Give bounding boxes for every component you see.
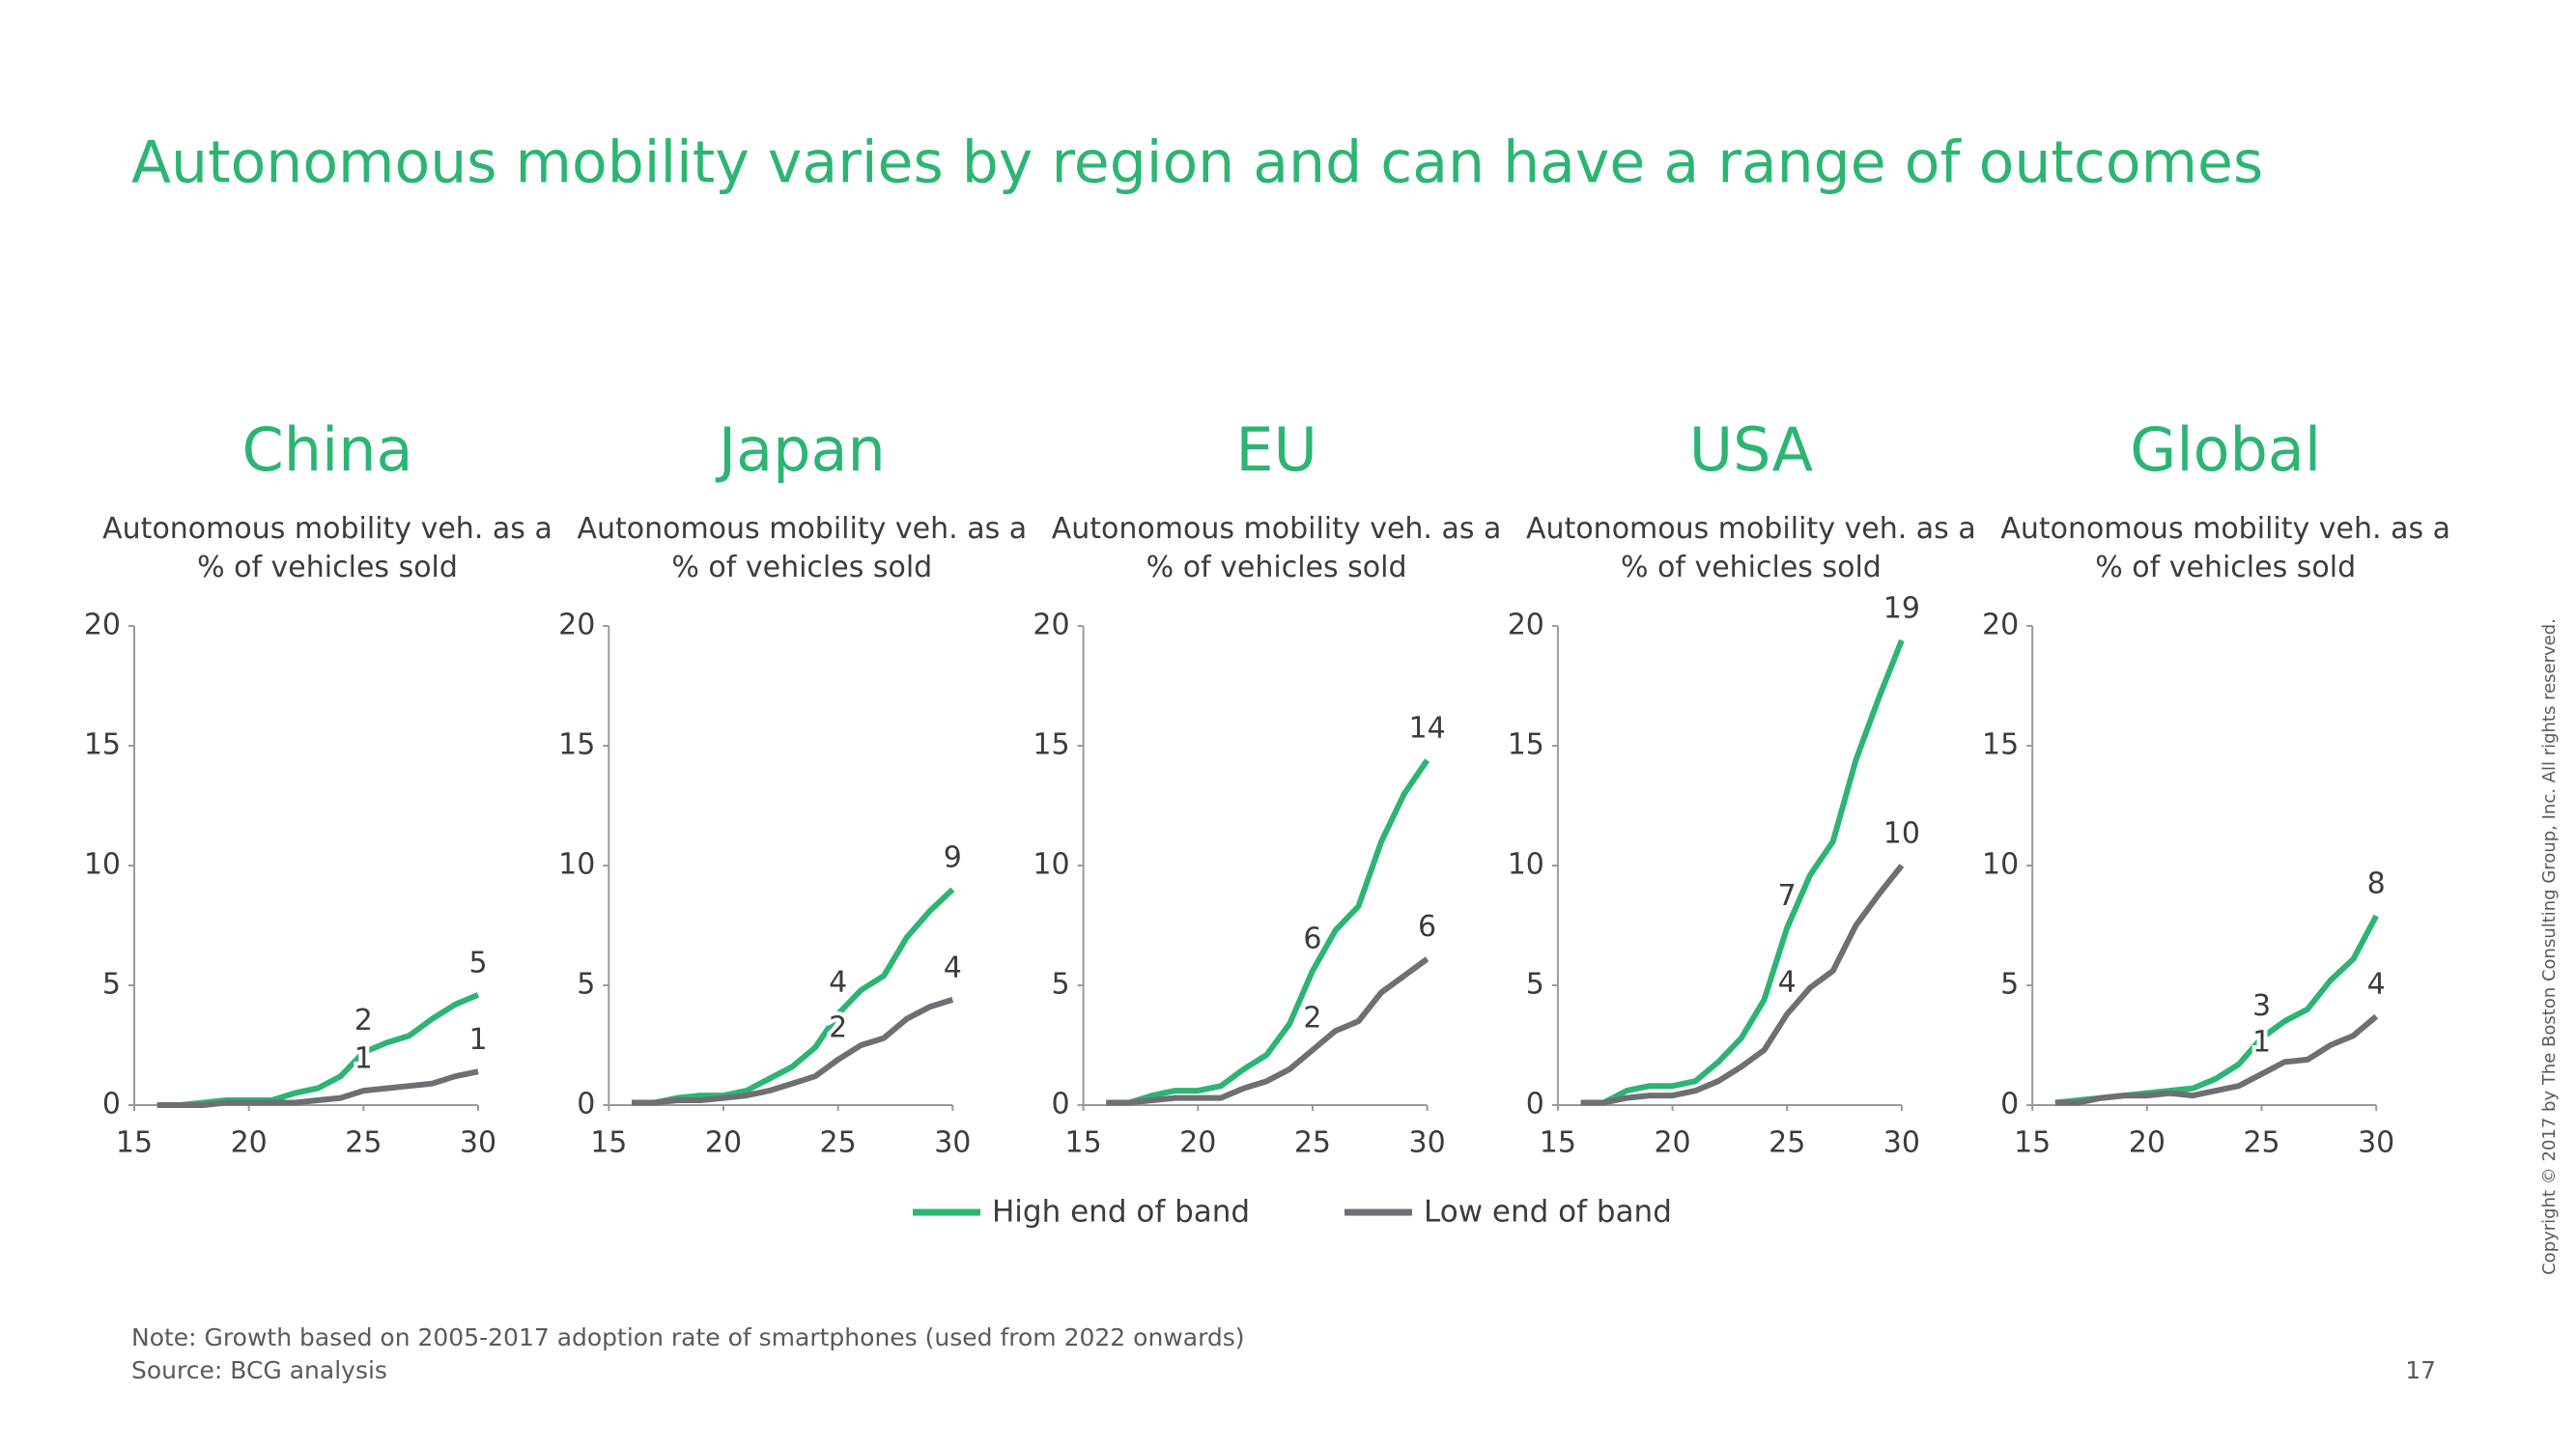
source: Source: BCG analysis xyxy=(131,1356,387,1384)
y-tick-label: 20 xyxy=(84,609,121,642)
data-label: 3 xyxy=(2252,989,2271,1023)
series-line xyxy=(632,887,955,1106)
series-line xyxy=(632,997,954,1106)
series-line xyxy=(1106,758,1430,1106)
y-tick-label: 15 xyxy=(84,728,121,762)
data-label: 5 xyxy=(468,946,487,980)
x-tick-label: 30 xyxy=(460,1126,496,1160)
y-tick-label: 10 xyxy=(1033,848,1069,882)
y-tick-label: 0 xyxy=(577,1088,595,1122)
data-label: 4 xyxy=(829,965,847,999)
y-tick-label: 20 xyxy=(1982,609,2019,642)
chart-title: EU xyxy=(1235,414,1317,485)
series-line xyxy=(156,992,480,1108)
slide-title: Autonomous mobility varies by region and… xyxy=(131,129,2263,197)
x-tick-label: 30 xyxy=(1409,1126,1446,1160)
x-tick-label: 25 xyxy=(345,1126,382,1160)
x-tick-label: 15 xyxy=(1540,1126,1576,1160)
data-label: 6 xyxy=(1303,923,1321,956)
series-line xyxy=(1106,956,1430,1106)
y-tick-label: 10 xyxy=(1508,848,1544,882)
x-tick-label: 30 xyxy=(2358,1126,2394,1160)
data-label: 1 xyxy=(468,1023,487,1057)
data-label: 1 xyxy=(354,1042,373,1076)
data-label: 19 xyxy=(1883,591,1920,625)
data-label: 6 xyxy=(1418,910,1436,944)
chart-subtitle: Autonomous mobility veh. as a % of vehic… xyxy=(577,512,1028,584)
data-label: 4 xyxy=(1778,965,1797,999)
series-line xyxy=(2054,1013,2379,1106)
chart-subtitle: Autonomous mobility veh. as a % of vehic… xyxy=(102,512,552,584)
x-tick-label: 30 xyxy=(934,1126,971,1160)
x-tick-label: 15 xyxy=(1065,1126,1102,1160)
data-label: 4 xyxy=(944,951,962,984)
data-label: 4 xyxy=(2367,968,2386,1002)
y-tick-label: 5 xyxy=(102,968,121,1002)
copyright: Copyright © 2017 by The Boston Consultin… xyxy=(2539,618,2560,1275)
x-tick-label: 20 xyxy=(705,1126,742,1160)
y-tick-label: 15 xyxy=(558,728,595,762)
x-tick-label: 15 xyxy=(116,1126,153,1160)
x-tick-label: 25 xyxy=(2243,1126,2279,1160)
y-tick-label: 0 xyxy=(1526,1088,1544,1122)
y-tick-label: 20 xyxy=(1508,609,1544,642)
x-tick-label: 20 xyxy=(2129,1126,2166,1160)
legend-label: Low end of band xyxy=(1424,1195,1672,1230)
x-tick-label: 15 xyxy=(590,1126,627,1160)
y-tick-label: 20 xyxy=(1033,609,1069,642)
y-tick-label: 5 xyxy=(1526,968,1544,1002)
data-label: 2 xyxy=(354,1004,373,1037)
data-label: 2 xyxy=(829,1010,847,1044)
y-tick-label: 0 xyxy=(102,1088,121,1122)
x-tick-label: 20 xyxy=(231,1126,268,1160)
page-number: 17 xyxy=(2405,1356,2436,1384)
y-tick-label: 5 xyxy=(1052,968,1070,1002)
x-tick-label: 25 xyxy=(1294,1126,1331,1160)
data-label: 8 xyxy=(2367,867,2386,901)
y-tick-label: 15 xyxy=(1982,728,2019,762)
chart-title: Global xyxy=(2130,414,2321,485)
y-tick-label: 5 xyxy=(2000,968,2019,1002)
legend-label: High end of band xyxy=(992,1195,1250,1230)
y-tick-label: 10 xyxy=(558,848,595,882)
data-label: 9 xyxy=(944,840,962,874)
chart-title: USA xyxy=(1689,414,1813,485)
series-line xyxy=(1580,864,1905,1106)
series-line xyxy=(1580,639,1905,1106)
x-tick-label: 20 xyxy=(1654,1126,1690,1160)
note: Note: Growth based on 2005-2017 adoption… xyxy=(131,1323,1245,1351)
data-label: 1 xyxy=(2252,1025,2271,1059)
chart-subtitle: Autonomous mobility veh. as a % of vehic… xyxy=(2000,512,2451,584)
chart-subtitle: Autonomous mobility veh. as a % of vehic… xyxy=(1051,512,1502,584)
y-tick-label: 10 xyxy=(1982,848,2019,882)
data-label: 7 xyxy=(1778,879,1797,913)
chart-title: Japan xyxy=(715,414,886,485)
y-tick-label: 0 xyxy=(2000,1088,2019,1122)
y-tick-label: 0 xyxy=(1052,1088,1070,1122)
x-tick-label: 30 xyxy=(1883,1126,1920,1160)
x-tick-label: 25 xyxy=(1769,1126,1805,1160)
x-tick-label: 15 xyxy=(2014,1126,2051,1160)
data-label: 2 xyxy=(1303,1001,1321,1035)
data-label: 10 xyxy=(1883,817,1920,851)
chart-title: China xyxy=(241,414,412,485)
y-tick-label: 15 xyxy=(1033,728,1069,762)
data-label: 14 xyxy=(1409,711,1446,745)
chart-subtitle: Autonomous mobility veh. as a % of vehic… xyxy=(1526,512,1976,584)
series-line xyxy=(156,1068,479,1108)
x-tick-label: 20 xyxy=(1179,1126,1216,1160)
y-tick-label: 10 xyxy=(84,848,121,882)
y-tick-label: 15 xyxy=(1508,728,1544,762)
series-line xyxy=(2054,914,2379,1106)
y-tick-label: 20 xyxy=(558,609,595,642)
x-tick-label: 25 xyxy=(820,1126,857,1160)
y-tick-label: 5 xyxy=(577,968,595,1002)
